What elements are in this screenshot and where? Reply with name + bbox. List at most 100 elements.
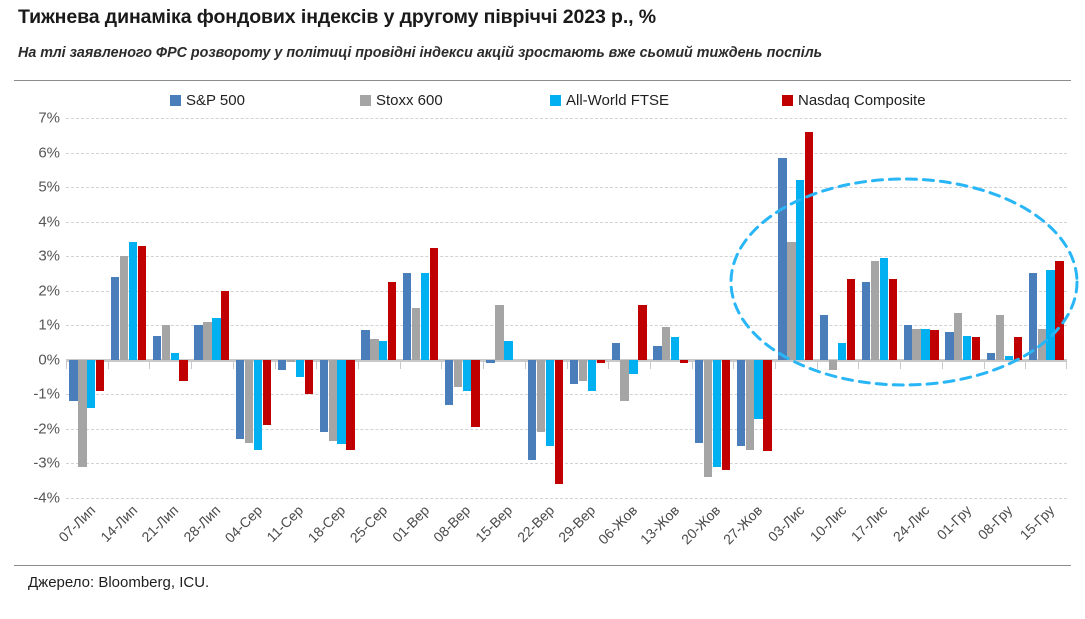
- bar-s-p-500[interactable]: [986, 352, 996, 360]
- bar-s-p-500[interactable]: [736, 359, 745, 447]
- bar-s-p-500[interactable]: [236, 359, 245, 440]
- bar-stoxx-600[interactable]: [286, 359, 296, 362]
- bar-s-p-500[interactable]: [444, 359, 454, 405]
- bar-all-world-ftse[interactable]: [963, 335, 972, 360]
- bar-nasdaq-composite[interactable]: [721, 359, 730, 471]
- bar-nasdaq-composite[interactable]: [846, 278, 856, 360]
- bar-nasdaq-composite[interactable]: [179, 359, 188, 381]
- bar-stoxx-600[interactable]: [787, 242, 796, 360]
- bar-stoxx-600[interactable]: [703, 359, 713, 478]
- bar-nasdaq-composite[interactable]: [763, 359, 772, 452]
- bar-all-world-ftse[interactable]: [253, 359, 263, 450]
- bar-nasdaq-composite[interactable]: [805, 131, 814, 360]
- legend-item-4[interactable]: Nasdaq Composite: [782, 88, 926, 112]
- bar-nasdaq-composite[interactable]: [554, 359, 564, 485]
- bar-stoxx-600[interactable]: [119, 256, 129, 360]
- legend-item-2[interactable]: Stoxx 600: [360, 88, 443, 112]
- bar-all-world-ftse[interactable]: [379, 340, 388, 360]
- bar-s-p-500[interactable]: [361, 330, 370, 360]
- bar-nasdaq-composite[interactable]: [679, 359, 689, 364]
- y-axis-tick-label: -4%: [33, 489, 60, 507]
- bar-nasdaq-composite[interactable]: [1055, 261, 1064, 360]
- bar-s-p-500[interactable]: [778, 157, 787, 360]
- bar-stoxx-600[interactable]: [995, 314, 1005, 360]
- bar-stoxx-600[interactable]: [495, 304, 504, 360]
- bar-nasdaq-composite[interactable]: [221, 290, 230, 360]
- bar-stoxx-600[interactable]: [662, 327, 671, 360]
- bar-stoxx-600[interactable]: [370, 339, 379, 360]
- bar-nasdaq-composite[interactable]: [429, 247, 438, 360]
- bar-all-world-ftse[interactable]: [712, 359, 722, 467]
- bar-s-p-500[interactable]: [486, 359, 495, 364]
- bar-stoxx-600[interactable]: [161, 325, 170, 360]
- bar-s-p-500[interactable]: [569, 359, 579, 384]
- bar-s-p-500[interactable]: [945, 332, 954, 360]
- bar-s-p-500[interactable]: [69, 359, 78, 402]
- bar-s-p-500[interactable]: [528, 359, 537, 460]
- bar-stoxx-600[interactable]: [537, 359, 546, 433]
- bar-all-world-ftse[interactable]: [837, 342, 847, 360]
- bar-all-world-ftse[interactable]: [212, 318, 221, 360]
- bar-all-world-ftse[interactable]: [462, 359, 471, 391]
- bar-s-p-500[interactable]: [611, 342, 620, 360]
- bar-nasdaq-composite[interactable]: [888, 278, 897, 360]
- bar-stoxx-600[interactable]: [829, 359, 838, 371]
- bar-all-world-ftse[interactable]: [1046, 270, 1055, 360]
- bar-stoxx-600[interactable]: [578, 359, 588, 381]
- bar-nasdaq-composite[interactable]: [596, 359, 605, 364]
- bar-s-p-500[interactable]: [1028, 273, 1037, 360]
- bar-nasdaq-composite[interactable]: [346, 359, 355, 450]
- bar-nasdaq-composite[interactable]: [930, 330, 939, 360]
- bar-s-p-500[interactable]: [319, 359, 328, 433]
- bar-all-world-ftse[interactable]: [754, 359, 763, 419]
- bar-stoxx-600[interactable]: [78, 359, 87, 467]
- bar-s-p-500[interactable]: [152, 335, 162, 360]
- bar-s-p-500[interactable]: [403, 273, 412, 360]
- bar-all-world-ftse[interactable]: [295, 359, 304, 378]
- bar-stoxx-600[interactable]: [328, 359, 337, 441]
- bar-stoxx-600[interactable]: [203, 321, 212, 360]
- bar-all-world-ftse[interactable]: [629, 359, 638, 374]
- bar-s-p-500[interactable]: [903, 325, 912, 360]
- bar-nasdaq-composite[interactable]: [471, 359, 480, 428]
- bar-all-world-ftse[interactable]: [921, 328, 930, 360]
- bar-nasdaq-composite[interactable]: [262, 359, 272, 426]
- bar-stoxx-600[interactable]: [453, 359, 462, 388]
- bar-all-world-ftse[interactable]: [545, 359, 555, 447]
- bar-all-world-ftse[interactable]: [170, 352, 179, 360]
- bar-stoxx-600[interactable]: [620, 359, 629, 402]
- bar-nasdaq-composite[interactable]: [971, 337, 981, 360]
- bar-s-p-500[interactable]: [694, 359, 704, 443]
- legend-item-3[interactable]: All-World FTSE: [550, 88, 669, 112]
- bar-s-p-500[interactable]: [194, 325, 203, 360]
- legend-item-1[interactable]: S&P 500: [170, 88, 245, 112]
- bar-all-world-ftse[interactable]: [337, 359, 346, 445]
- bar-all-world-ftse[interactable]: [879, 257, 888, 360]
- bar-all-world-ftse[interactable]: [128, 242, 138, 360]
- bar-all-world-ftse[interactable]: [87, 359, 96, 409]
- bar-stoxx-600[interactable]: [954, 313, 963, 360]
- bar-nasdaq-composite[interactable]: [388, 282, 397, 360]
- bar-s-p-500[interactable]: [861, 282, 871, 360]
- bar-nasdaq-composite[interactable]: [1013, 337, 1022, 360]
- bar-s-p-500[interactable]: [277, 359, 287, 371]
- bar-stoxx-600[interactable]: [745, 359, 754, 450]
- bar-s-p-500[interactable]: [820, 314, 829, 360]
- bar-all-world-ftse[interactable]: [420, 273, 430, 360]
- bar-s-p-500[interactable]: [111, 276, 120, 360]
- bar-all-world-ftse[interactable]: [796, 180, 805, 360]
- bar-all-world-ftse[interactable]: [504, 340, 513, 360]
- bar-nasdaq-composite[interactable]: [304, 359, 313, 395]
- bar-stoxx-600[interactable]: [912, 328, 921, 360]
- bar-nasdaq-composite[interactable]: [96, 359, 105, 391]
- bar-nasdaq-composite[interactable]: [638, 304, 647, 360]
- bar-stoxx-600[interactable]: [870, 261, 879, 360]
- bar-nasdaq-composite[interactable]: [137, 245, 147, 360]
- bar-stoxx-600[interactable]: [411, 308, 421, 360]
- bar-s-p-500[interactable]: [653, 346, 662, 360]
- bar-all-world-ftse[interactable]: [671, 337, 680, 360]
- bar-stoxx-600[interactable]: [245, 359, 254, 443]
- bar-all-world-ftse[interactable]: [587, 359, 596, 391]
- bar-all-world-ftse[interactable]: [1004, 356, 1014, 360]
- bar-stoxx-600[interactable]: [1037, 328, 1046, 360]
